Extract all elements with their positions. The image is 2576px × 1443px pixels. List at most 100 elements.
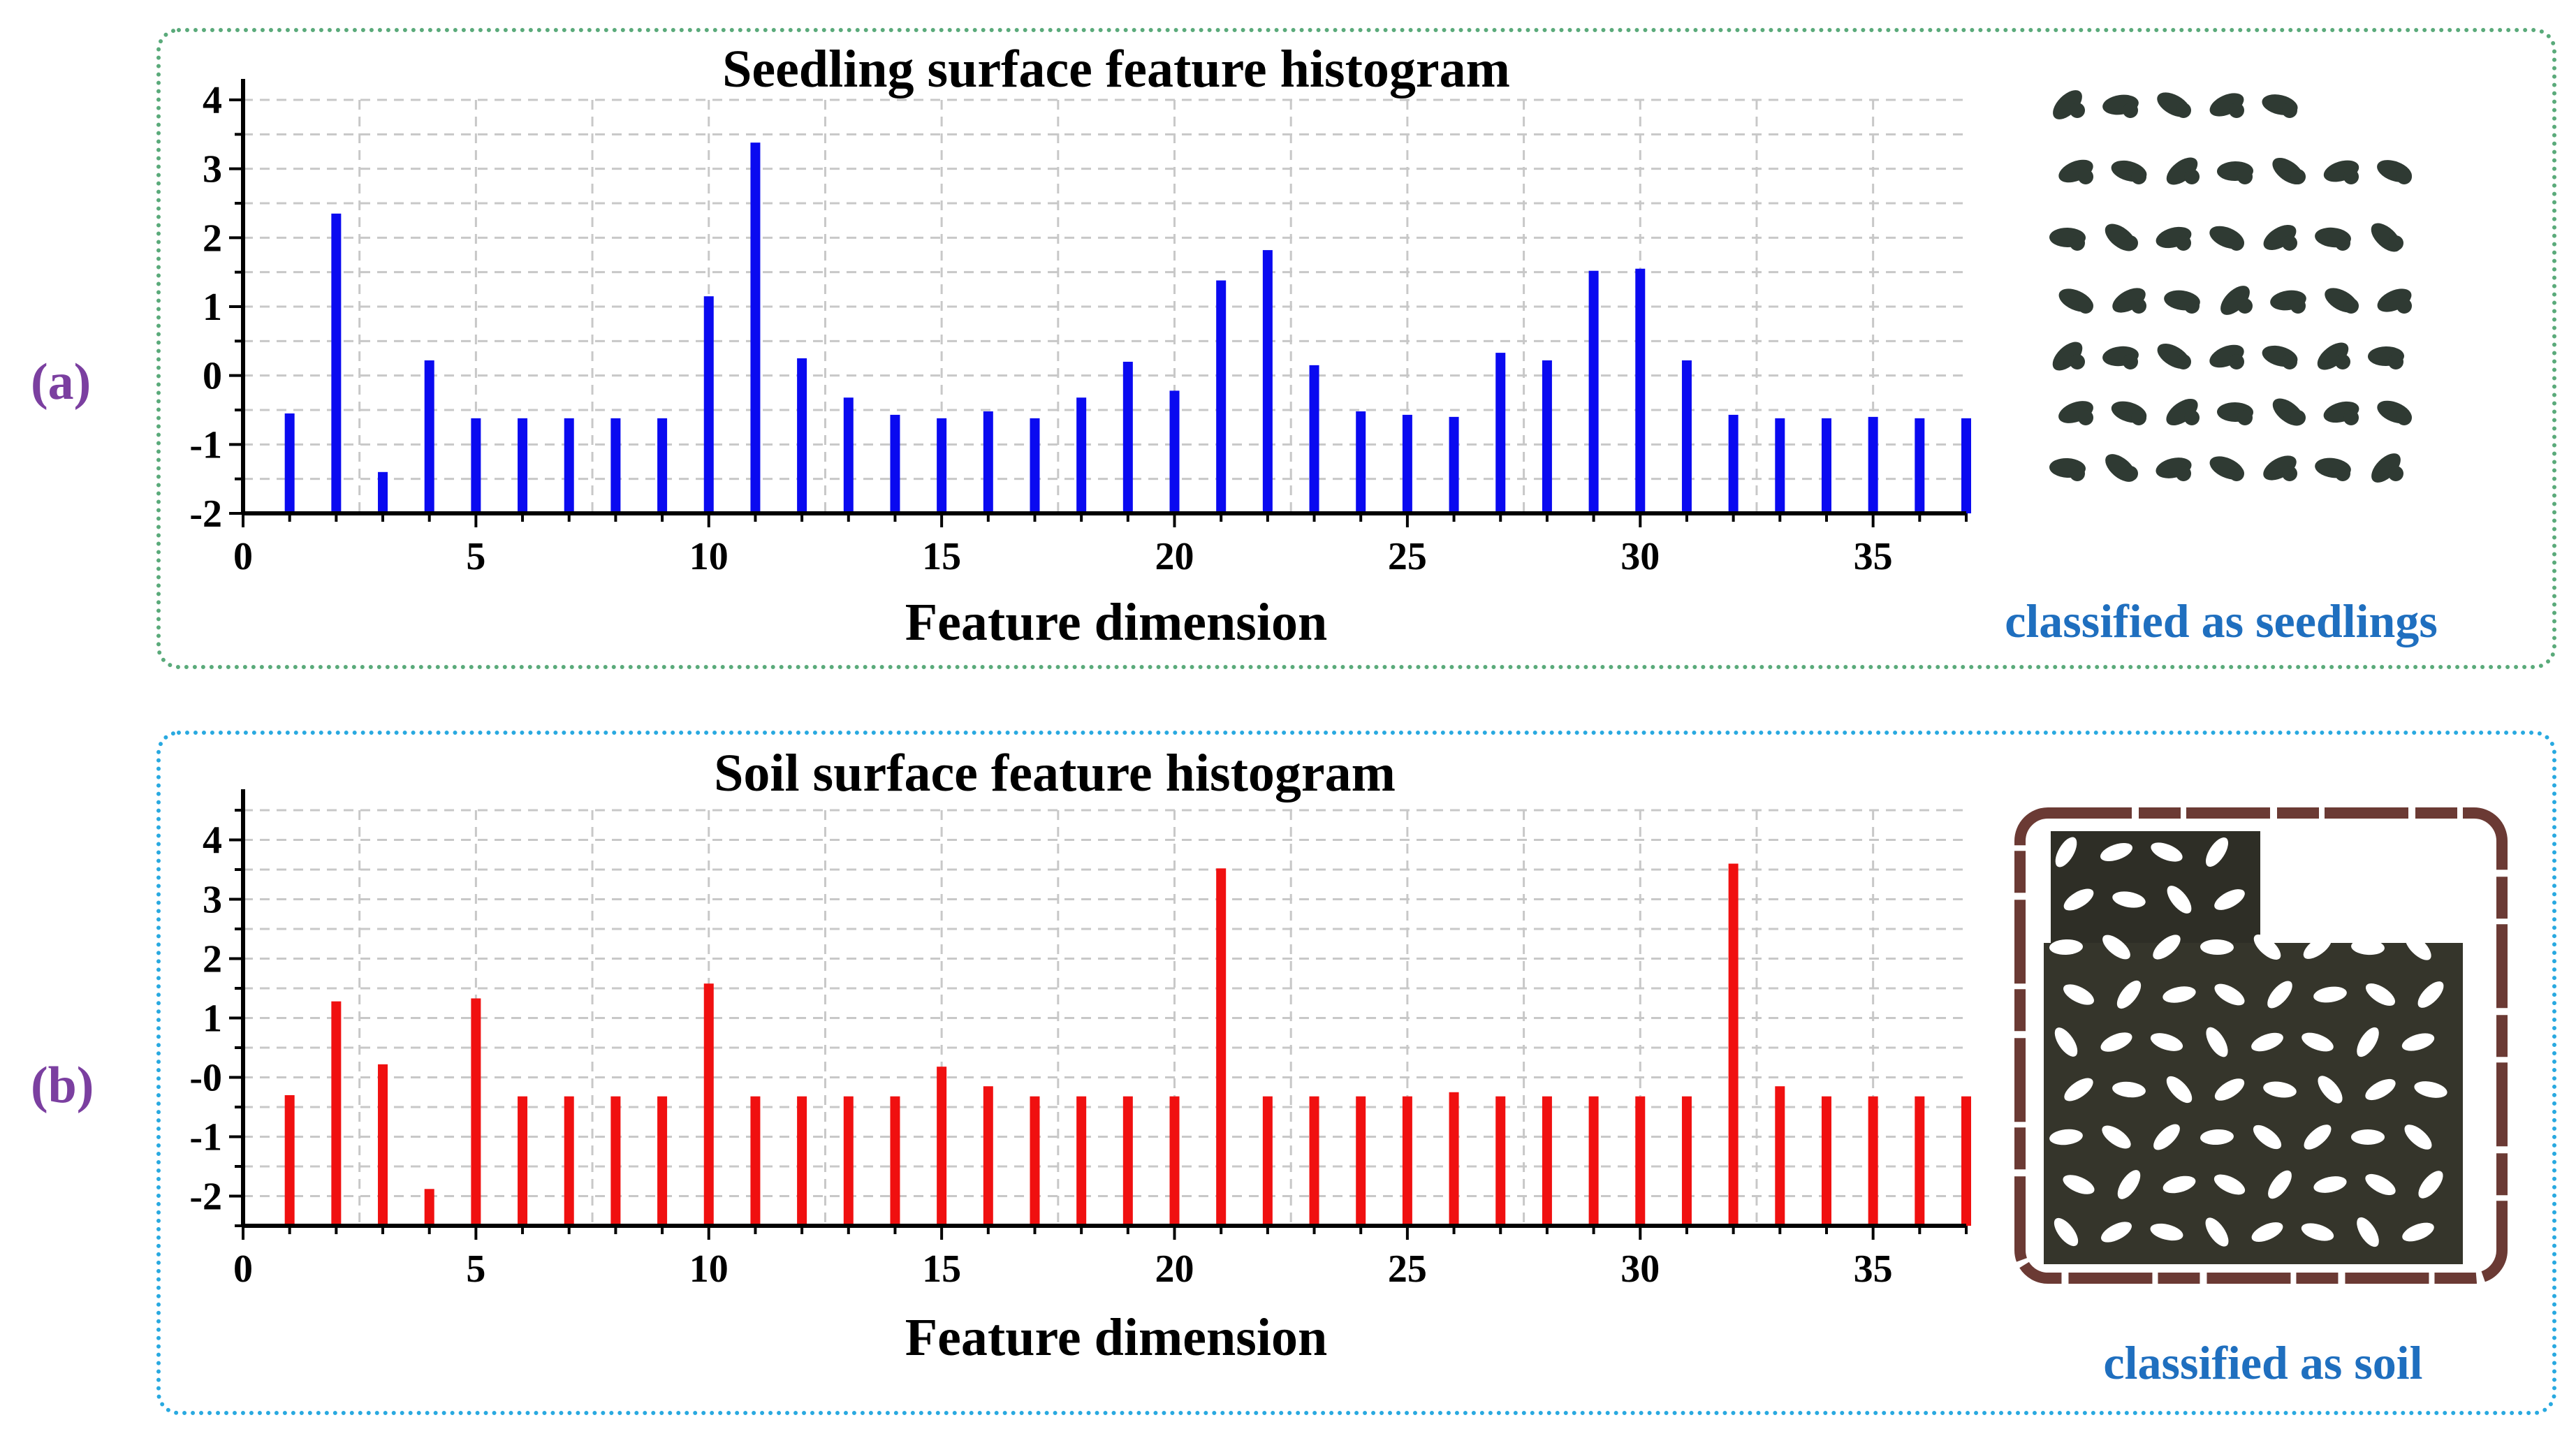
bar-a-12 <box>797 358 807 513</box>
seedling-blob <box>2290 169 2306 184</box>
soil-hole <box>2267 981 2292 1009</box>
x-tick-label: 30 <box>1620 535 1660 578</box>
soil-hole <box>2214 1078 2245 1101</box>
x-tick-label: 30 <box>1620 1247 1660 1291</box>
bar-a-32 <box>1728 414 1739 513</box>
seedling-blob <box>2396 169 2412 184</box>
x-tick-label: 20 <box>1155 1247 1194 1291</box>
x-tick-label: 15 <box>922 535 961 578</box>
soil-hole <box>2049 939 2083 955</box>
x-tick-label: 25 <box>1388 1247 1427 1291</box>
seedling-blob <box>2317 342 2349 370</box>
soil-hole <box>2151 842 2183 862</box>
seedling-blob <box>2229 235 2244 251</box>
soil-hole <box>2206 1027 2228 1057</box>
bar-a-1 <box>284 413 295 513</box>
seedling-blob <box>2388 354 2403 369</box>
bar-a-21 <box>1216 280 1227 513</box>
soil-hole <box>2251 1222 2283 1243</box>
seedling-blob <box>2282 466 2297 481</box>
y-tick-label: 4 <box>203 79 222 122</box>
bar-a-19 <box>1122 361 1133 513</box>
bar-b-37 <box>1961 1096 1971 1226</box>
bar-b-34 <box>1821 1096 1831 1226</box>
soil-hole <box>2357 1027 2379 1057</box>
bar-b-11 <box>750 1096 761 1226</box>
y-tick-label: 2 <box>203 938 222 981</box>
seedling-blob <box>2290 298 2306 314</box>
bar-a-33 <box>1775 418 1785 513</box>
x-tick-label: 15 <box>922 1247 961 1291</box>
soil-hole <box>2054 1027 2078 1057</box>
soil-hole <box>2301 1223 2334 1241</box>
seedling-blob <box>2343 410 2359 425</box>
soil-hole <box>2102 1125 2131 1149</box>
seedling-blob <box>2229 466 2244 481</box>
seedling-blob <box>2282 103 2297 118</box>
bar-a-22 <box>1262 250 1273 513</box>
seedling-blob <box>2166 398 2198 426</box>
chart-b-grid <box>243 809 1966 1226</box>
seedling-blob <box>2123 235 2138 251</box>
y-tick-label: -1 <box>189 423 222 467</box>
bar-a-31 <box>1681 360 1692 513</box>
chart-a-title: Seedling surface feature histogram <box>722 40 1510 98</box>
seedling-blob <box>2388 466 2403 481</box>
seedling-blob <box>2052 342 2083 371</box>
bar-b-10 <box>703 983 714 1226</box>
soil-hole <box>2167 886 2192 914</box>
seedling-blob <box>2263 225 2297 250</box>
seedling-blob <box>2229 354 2244 369</box>
soil-hole <box>2313 1176 2347 1193</box>
soil-hole <box>2205 1217 2229 1247</box>
seedling-blob <box>2070 354 2085 369</box>
soil-hole <box>2351 939 2385 955</box>
x-tick-label: 25 <box>1388 535 1427 578</box>
soil-hole <box>2166 1076 2193 1104</box>
bar-a-13 <box>843 397 854 513</box>
panel-b-label: (b) <box>31 1057 94 1114</box>
bar-a-25 <box>1402 414 1412 513</box>
bar-a-17 <box>1030 418 1040 513</box>
bar-a-18 <box>1076 397 1087 513</box>
bar-a-37 <box>1961 418 1971 513</box>
soil-hole <box>2049 1129 2083 1145</box>
bar-b-1 <box>284 1095 295 1226</box>
seedling-blob <box>2282 354 2297 369</box>
soil-hole <box>2253 1125 2282 1150</box>
soil-hole <box>2150 1033 2183 1051</box>
bar-b-25 <box>1402 1096 1412 1226</box>
bar-b-33 <box>1775 1086 1785 1226</box>
bar-a-34 <box>1821 418 1831 513</box>
bar-b-2 <box>331 1001 342 1226</box>
chart-b-title: Soil surface feature histogram <box>714 744 1396 803</box>
y-tick-label: 1 <box>203 286 222 329</box>
bar-a-28 <box>1542 360 1552 513</box>
bar-b-35 <box>1868 1096 1878 1226</box>
x-tick-label: 0 <box>233 1247 253 1291</box>
bar-b-20 <box>1169 1096 1180 1226</box>
panel-a-frame <box>156 28 2556 669</box>
seedling-blob <box>2166 157 2198 185</box>
y-tick-label: 3 <box>203 148 222 191</box>
bar-a-6 <box>518 418 528 513</box>
bar-b-5 <box>471 998 481 1226</box>
seedling-blob <box>2335 235 2350 251</box>
seedling-blob <box>2237 410 2253 425</box>
x-tick-label: 35 <box>1854 1247 1893 1291</box>
bar-a-10 <box>703 296 714 513</box>
y-tick-label: 2 <box>203 217 222 260</box>
soil-hole <box>2214 889 2245 910</box>
x-tick-label: 35 <box>1854 535 1893 578</box>
seedling-blob <box>2131 298 2146 314</box>
bar-a-30 <box>1635 268 1646 513</box>
seedling-blob <box>2184 410 2200 425</box>
bar-b-29 <box>1588 1096 1599 1226</box>
bar-a-8 <box>610 418 621 513</box>
soil-hole <box>2213 1174 2246 1195</box>
soil-hole <box>2063 984 2094 1005</box>
seedling-blob <box>2176 466 2191 481</box>
x-tick-label: 20 <box>1155 535 1194 578</box>
seedling-blob <box>2123 103 2138 118</box>
bar-b-22 <box>1262 1096 1273 1226</box>
